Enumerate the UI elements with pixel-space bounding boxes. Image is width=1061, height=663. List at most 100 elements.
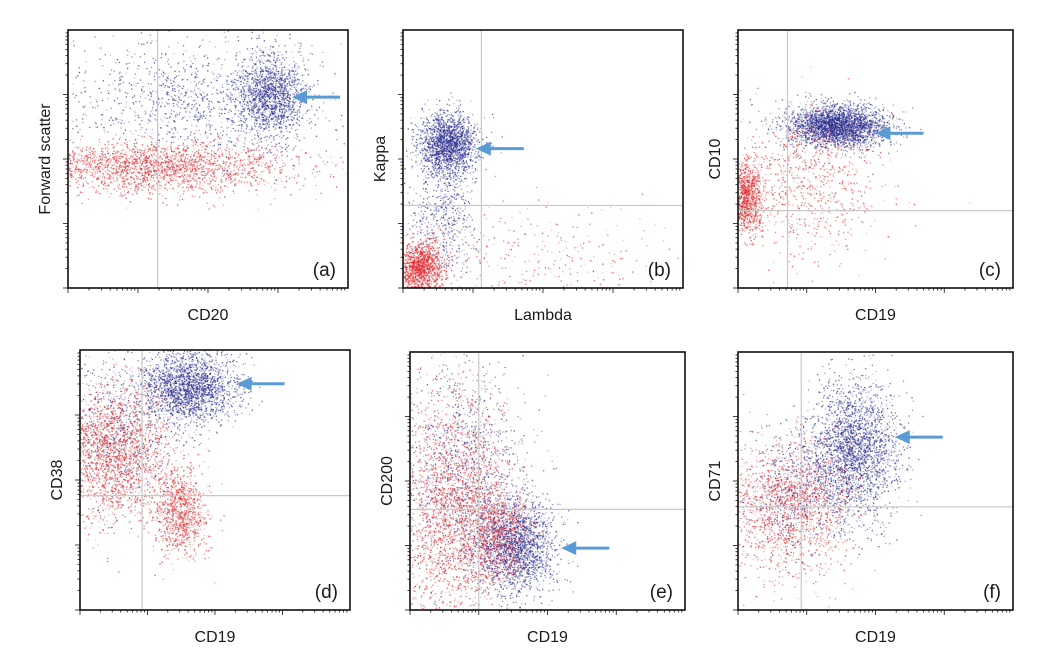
event-point [134, 189, 136, 191]
event-point [261, 155, 263, 157]
event-point [284, 115, 286, 117]
event-point [270, 92, 272, 95]
event-point [110, 167, 112, 169]
event-point [235, 70, 237, 72]
event-point [283, 122, 285, 124]
event-point [240, 159, 242, 161]
event-point [199, 45, 201, 47]
event-point [264, 86, 266, 88]
event-point [239, 81, 241, 83]
event-point [30, 167, 31, 168]
event-point [140, 149, 142, 151]
event-point [247, 77, 249, 80]
event-point [266, 100, 268, 103]
event-point [93, 176, 95, 178]
event-point [163, 169, 165, 171]
event-point [143, 160, 145, 163]
event-point [288, 107, 290, 110]
event-point [278, 123, 280, 125]
event-point [113, 100, 115, 102]
event-point [293, 123, 295, 125]
event-point [274, 73, 276, 75]
event-point [189, 169, 192, 171]
event-point [376, 118, 377, 119]
event-point [252, 53, 254, 55]
event-point [137, 189, 139, 191]
event-point [132, 96, 134, 99]
event-point [152, 57, 154, 59]
event-point [214, 157, 216, 159]
event-point [197, 96, 199, 98]
event-point [291, 50, 293, 53]
event-point [261, 171, 263, 173]
event-point [100, 180, 103, 182]
event-point [108, 176, 110, 178]
event-point [174, 90, 176, 92]
event-point [8, 171, 9, 172]
event-point [163, 72, 165, 74]
event-point [335, 165, 337, 167]
event-point [24, 156, 25, 157]
event-point [141, 161, 144, 163]
event-point [122, 176, 124, 178]
event-point [156, 118, 158, 121]
event-point [142, 185, 145, 187]
event-point [137, 183, 139, 185]
event-point [135, 85, 137, 87]
event-point [205, 125, 207, 127]
event-point [168, 161, 170, 163]
event-point [162, 83, 164, 85]
event-point [261, 162, 264, 164]
event-point [89, 161, 91, 163]
event-point [164, 184, 166, 186]
event-point [129, 149, 131, 151]
event-point [146, 67, 148, 70]
event-point [203, 142, 205, 144]
event-point [236, 72, 239, 74]
event-point [260, 119, 262, 121]
event-point [151, 174, 153, 177]
event-point [236, 96, 238, 99]
event-point [265, 120, 267, 123]
event-point [175, 169, 177, 172]
event-point [21, 150, 22, 151]
event-point [213, 107, 215, 109]
event-point [275, 73, 277, 75]
event-point [179, 176, 181, 178]
event-point [282, 104, 285, 106]
event-point [208, 108, 210, 110]
event-point [156, 149, 158, 151]
event-point [263, 152, 265, 154]
event-point [274, 115, 276, 117]
event-point [196, 150, 198, 153]
event-point [187, 161, 189, 164]
event-point [157, 104, 159, 106]
event-point [251, 126, 253, 128]
event-point [113, 151, 115, 153]
event-point [246, 126, 248, 128]
event-point [160, 85, 163, 87]
event-point [199, 93, 201, 95]
event-point [257, 92, 259, 94]
event-point [167, 131, 169, 133]
event-point [85, 146, 87, 148]
event-point [218, 137, 221, 139]
event-point [284, 78, 286, 80]
event-point [204, 161, 206, 164]
event-point [166, 133, 168, 135]
event-point [267, 126, 270, 128]
event-point [161, 171, 163, 173]
event-point [15, 143, 16, 144]
event-point [178, 71, 180, 73]
event-point [89, 152, 91, 154]
event-point [153, 164, 155, 166]
event-point [261, 112, 264, 114]
event-point [112, 173, 114, 175]
event-point [99, 175, 101, 177]
event-point [288, 119, 290, 121]
event-point [151, 187, 153, 189]
event-point [281, 98, 283, 100]
event-point [302, 74, 304, 76]
event-point [154, 118, 156, 120]
event-point [130, 180, 132, 182]
